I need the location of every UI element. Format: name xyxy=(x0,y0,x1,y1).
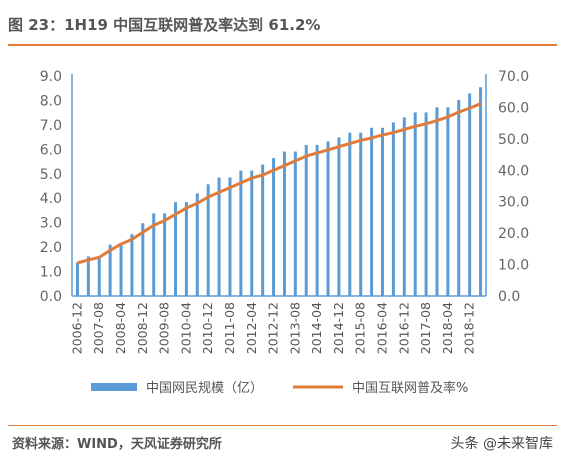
bar xyxy=(413,112,417,296)
x-tick-label: 2015-08 xyxy=(353,302,368,354)
bar xyxy=(446,107,450,297)
bar xyxy=(424,112,428,296)
x-tick-label: 2018-12 xyxy=(462,302,477,354)
x-tick-label: 2017-08 xyxy=(418,302,433,354)
bar xyxy=(304,144,308,296)
bar xyxy=(119,244,123,296)
line-series xyxy=(76,102,482,265)
bar xyxy=(184,202,188,296)
bar xyxy=(468,93,472,296)
bar xyxy=(391,122,395,296)
y-tick-left: 8.0 xyxy=(40,93,62,109)
bar xyxy=(217,177,221,296)
legend-bar-swatch xyxy=(91,383,137,391)
y-tick-left: 1.0 xyxy=(40,265,62,281)
bar xyxy=(370,127,374,296)
bar xyxy=(130,234,134,296)
bar xyxy=(163,213,167,296)
bar xyxy=(381,127,384,296)
y-tick-left: 0.0 xyxy=(40,289,62,305)
bar xyxy=(326,141,330,296)
x-tick-label: 2009-08 xyxy=(157,302,172,354)
bar xyxy=(228,177,232,296)
bar xyxy=(261,164,265,296)
y-tick-left: 9.0 xyxy=(40,69,62,85)
y-tick-right: 40.0 xyxy=(498,163,529,179)
x-tick-label: 2012-12 xyxy=(266,302,281,354)
bar xyxy=(195,193,199,296)
y-tick-right: 30.0 xyxy=(498,195,529,211)
title-divider xyxy=(8,44,557,46)
x-tick-label: 2011-08 xyxy=(222,302,237,354)
y-tick-right: 60.0 xyxy=(498,100,529,116)
bar xyxy=(152,213,156,296)
bar xyxy=(250,170,254,296)
y-tick-right: 70.0 xyxy=(498,69,529,85)
x-tick-label: 2018-04 xyxy=(440,302,455,354)
bar xyxy=(141,223,145,296)
x-tick-label: 2016-12 xyxy=(396,302,411,354)
bar xyxy=(402,117,406,296)
watermark: 头条 @未来智库 xyxy=(450,436,553,452)
bar xyxy=(272,158,276,296)
y-tick-right: 20.0 xyxy=(498,226,529,242)
x-tick-label: 2014-04 xyxy=(309,302,324,354)
bar xyxy=(108,244,112,296)
bar xyxy=(315,144,319,296)
bar xyxy=(75,262,79,296)
bar-series xyxy=(75,87,483,297)
legend-label-bars: 中国网民规模（亿） xyxy=(146,381,263,396)
y-tick-right: 50.0 xyxy=(498,132,529,148)
x-tick-label: 2013-08 xyxy=(287,302,302,354)
bar xyxy=(97,256,101,296)
chart-axes xyxy=(71,74,487,297)
line-path xyxy=(76,102,482,265)
y-tick-left: 6.0 xyxy=(40,142,62,158)
x-tick-label: 2006-12 xyxy=(69,302,84,354)
bar xyxy=(293,151,297,296)
y-tick-left: 4.0 xyxy=(40,191,62,207)
y-tick-left: 7.0 xyxy=(40,118,62,134)
bar xyxy=(457,99,461,296)
y-tick-left: 2.0 xyxy=(40,240,62,256)
bar xyxy=(359,132,363,296)
figure-title: 图 23：1H19 中国互联网普及率达到 61.2% xyxy=(8,16,321,34)
bar xyxy=(282,151,286,296)
x-tick-label: 2008-04 xyxy=(113,302,128,354)
legend-label-line: 中国互联网普及率% xyxy=(352,380,468,396)
bar xyxy=(239,170,243,296)
footer-divider xyxy=(8,425,557,426)
source-note: 资料来源：WIND，天风证券研究所 xyxy=(12,437,222,452)
y-tick-right: 0.0 xyxy=(498,289,520,305)
bar xyxy=(435,107,439,297)
x-tick-label: 2010-04 xyxy=(178,302,193,354)
x-tick-label: 2010-12 xyxy=(200,302,215,354)
x-tick-label: 2007-08 xyxy=(91,302,106,354)
y-tick-left: 3.0 xyxy=(40,216,62,232)
bar xyxy=(479,87,483,296)
legend: 中国网民规模（亿） 中国互联网普及率% xyxy=(91,380,468,396)
bar xyxy=(206,184,210,296)
y-tick-left: 5.0 xyxy=(40,167,62,183)
x-tick-label: 2016-04 xyxy=(375,302,390,354)
y-tick-right: 10.0 xyxy=(498,258,529,274)
bar xyxy=(86,256,90,296)
bar xyxy=(348,132,352,296)
bar xyxy=(174,202,177,296)
tick-labels: 0.0 1.0 2.0 3.0 4.0 5.0 6.0 7.0 8.0 9.0 0.0 10.0 20.… xyxy=(40,69,529,354)
x-tick-label: 2012-04 xyxy=(244,302,259,354)
bar xyxy=(337,137,341,296)
x-tick-label: 2014-12 xyxy=(331,302,346,354)
x-tick-label: 2008-12 xyxy=(135,302,150,354)
